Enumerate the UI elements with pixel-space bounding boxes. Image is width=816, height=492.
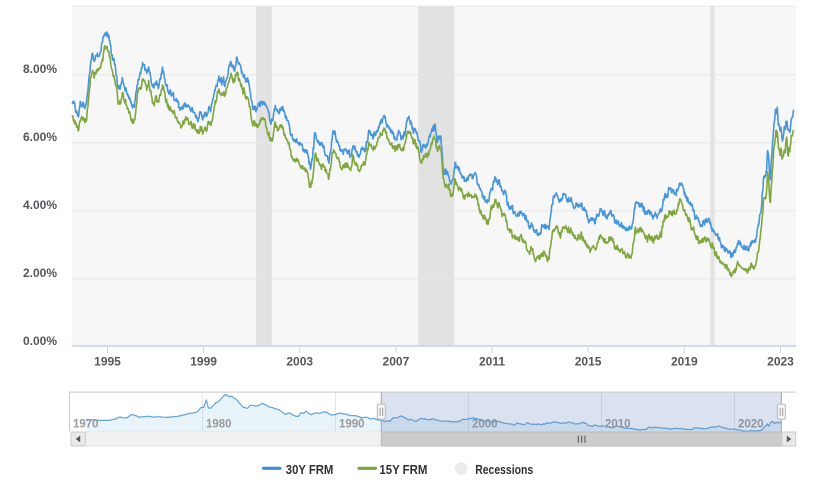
svg-text:4.00%: 4.00% [23,198,57,212]
svg-text:15Y FRM: 15Y FRM [379,462,427,477]
svg-text:Recessions: Recessions [475,462,533,477]
svg-text:1999: 1999 [190,355,217,369]
svg-text:2020: 2020 [738,419,764,431]
svg-text:0.00%: 0.00% [23,334,57,348]
svg-text:2023: 2023 [767,355,794,369]
svg-text:1970: 1970 [73,419,99,431]
svg-text:2.00%: 2.00% [23,266,57,280]
svg-text:2010: 2010 [605,419,631,431]
svg-text:6.00%: 6.00% [23,130,57,144]
svg-text:2000: 2000 [472,419,498,431]
svg-text:2003: 2003 [286,355,313,369]
svg-text:2019: 2019 [671,355,698,369]
svg-text:30Y FRM: 30Y FRM [286,462,334,477]
svg-text:1990: 1990 [339,419,365,431]
svg-text:1995: 1995 [94,355,121,369]
svg-text:2011: 2011 [479,355,505,369]
svg-text:1980: 1980 [206,419,232,431]
svg-text:8.00%: 8.00% [23,62,57,76]
svg-text:2015: 2015 [575,355,602,369]
svg-text:2007: 2007 [383,355,410,369]
